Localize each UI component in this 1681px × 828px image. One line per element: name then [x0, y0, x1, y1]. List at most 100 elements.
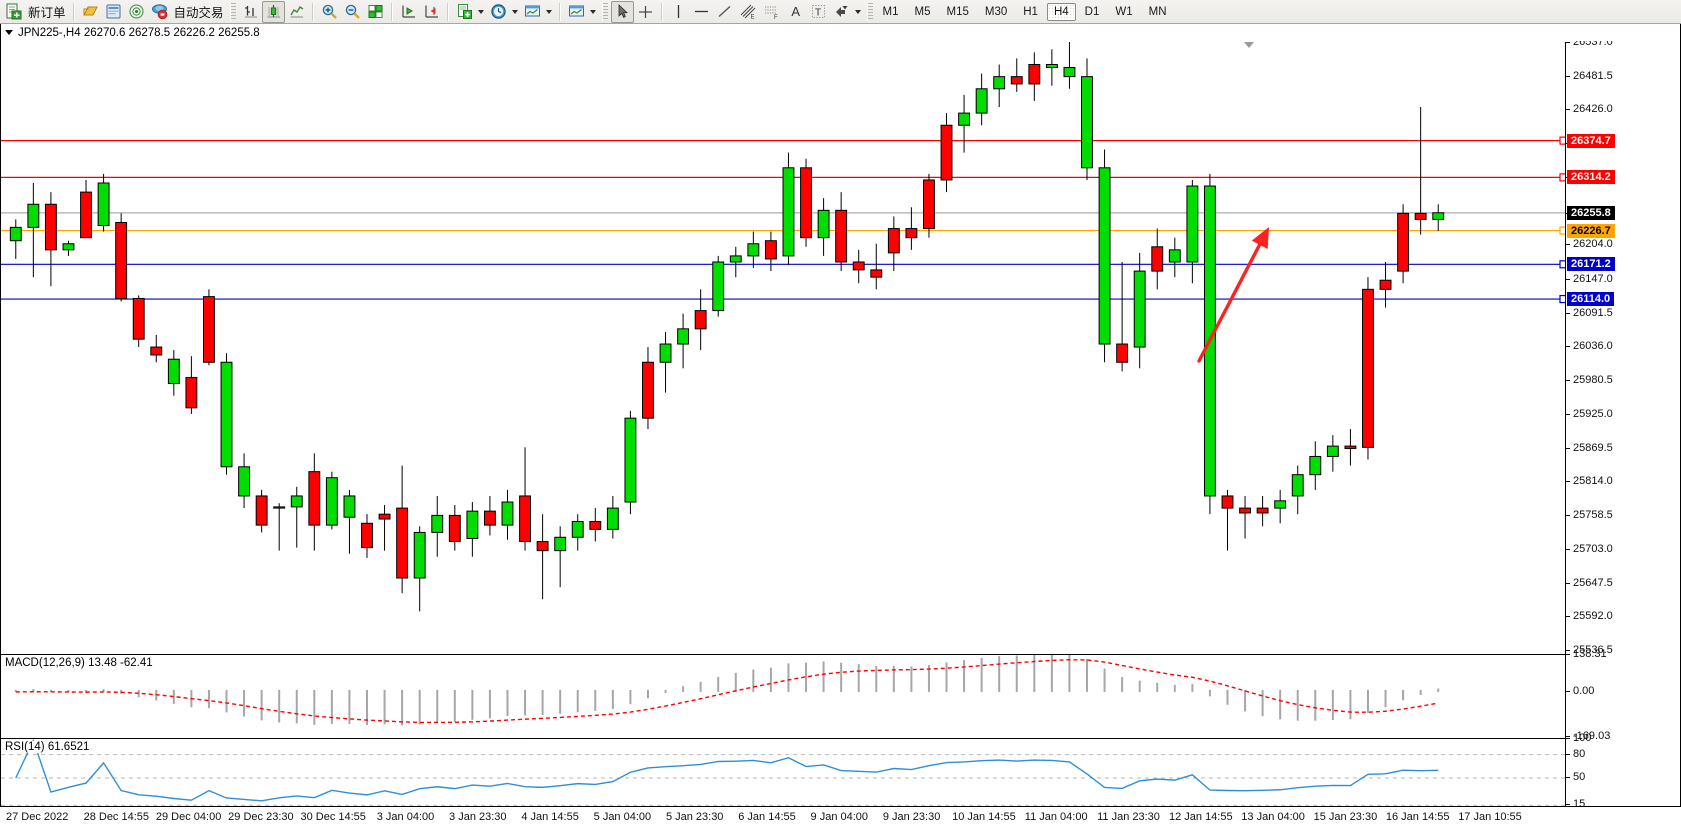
time-tick: 29 Dec 23:30	[228, 811, 294, 823]
rsi-plot[interactable]	[1, 739, 1567, 816]
period-button[interactable]	[487, 1, 521, 23]
timeframe-m5[interactable]: M5	[914, 5, 931, 18]
price-pane[interactable]	[1, 42, 1567, 650]
candlestick-svg	[1, 42, 1567, 612]
price-level-label-current[interactable]: 26255.8	[1567, 205, 1615, 220]
toolbar-grip[interactable]	[866, 2, 873, 21]
svg-text:A: A	[791, 4, 800, 19]
chevron-down-icon[interactable]	[545, 9, 552, 14]
time-tick: 9 Jan 23:30	[882, 811, 941, 823]
price-level-label-support[interactable]: 26171.2	[1567, 257, 1615, 272]
time-tick: 27 Dec 2022	[6, 811, 69, 823]
price-tick: 25647.5	[1566, 577, 1613, 589]
price-level-label-support[interactable]: 26114.0	[1567, 292, 1615, 307]
shift-start-button[interactable]	[397, 1, 420, 23]
rsi-svg	[1, 739, 1567, 806]
price-tick: 26091.5	[1566, 307, 1613, 319]
shapes-tool-button[interactable]	[830, 1, 864, 23]
navigator-button[interactable]	[125, 1, 148, 23]
arrows-shapes-icon	[835, 6, 848, 17]
rsi-tick: 100	[1566, 732, 1591, 744]
trendline-tool-button[interactable]	[713, 1, 736, 23]
chevron-down-icon[interactable]	[589, 9, 596, 14]
fibonacci-channel-icon: E	[740, 4, 755, 20]
time-tick: 13 Jan 04:00	[1241, 811, 1305, 823]
timeframe-m30[interactable]: M30	[984, 5, 1008, 18]
time-tick: 10 Jan 14:55	[952, 811, 1016, 823]
timeframe-w1[interactable]: W1	[1115, 5, 1133, 18]
chevron-down-icon[interactable]	[511, 9, 518, 14]
timeframe-h4[interactable]: H4	[1046, 2, 1076, 21]
time-tick: 9 Jan 04:00	[810, 811, 869, 823]
scroll-position-marker[interactable]	[1244, 42, 1254, 48]
crosshair-tool-button[interactable]	[634, 1, 657, 23]
tile-windows-button[interactable]	[364, 1, 387, 23]
candlestick-chart-button[interactable]	[261, 0, 285, 23]
templates-button[interactable]	[521, 1, 555, 23]
cursor-arrow-icon	[618, 4, 628, 18]
timeframe-m1[interactable]: M1	[882, 5, 899, 18]
equidistant-channel-tool-button[interactable]: E	[736, 1, 760, 23]
price-level-label-resistance[interactable]: 26314.2	[1567, 170, 1615, 185]
symbol-info-bar: JPN225-,H4 26270.6 26278.5 26226.2 26255…	[1, 24, 1680, 41]
zoom-in-button[interactable]	[318, 1, 341, 23]
price-tick: 26426.0	[1566, 103, 1613, 115]
clock-icon	[490, 4, 506, 19]
price-tick: 25758.5	[1566, 509, 1613, 521]
price-tick: 25980.5	[1566, 374, 1613, 386]
timeframe-h1[interactable]: H1	[1023, 5, 1038, 18]
zoom-out-button[interactable]	[341, 1, 364, 23]
macd-tick: -169.03	[1566, 730, 1610, 742]
new-order-button[interactable]: 新订单	[2, 1, 69, 23]
svg-text:T: T	[815, 8, 821, 19]
macd-plot[interactable]	[1, 655, 1567, 736]
trendline-icon	[718, 5, 731, 18]
chevron-down-icon[interactable]	[477, 9, 484, 14]
price-tick: 25814.0	[1566, 475, 1613, 487]
add-indicator-button[interactable]	[453, 1, 487, 23]
text-tool-button[interactable]: A	[784, 1, 807, 23]
candlestick-chart-icon	[267, 5, 280, 18]
macd-label: MACD(12,26,9) 13.48 -62.41	[5, 657, 156, 669]
market-watch-button[interactable]	[102, 1, 125, 23]
templates2-button[interactable]	[565, 1, 599, 23]
timeframe-d1[interactable]: D1	[1084, 5, 1100, 18]
time-tick: 16 Jan 14:55	[1385, 811, 1450, 823]
timeframe-m15[interactable]: M15	[946, 5, 969, 18]
price-level-label-resistance[interactable]: 26374.7	[1567, 133, 1615, 148]
time-tick: 30 Dec 14:55	[300, 811, 366, 823]
chevron-down-icon[interactable]	[854, 9, 861, 14]
chart-menu-caret-icon[interactable]	[5, 30, 13, 35]
toolbar-grip[interactable]	[601, 2, 608, 21]
rsi-pane[interactable]: RSI(14) 61.6521	[1, 738, 1567, 816]
line-chart-button[interactable]	[285, 1, 308, 23]
horizontal-line-tool-button[interactable]	[690, 1, 713, 23]
price-tick: 26147.0	[1566, 273, 1613, 285]
charts-button[interactable]	[79, 1, 102, 23]
macd-pane[interactable]: MACD(12,26,9) 13.48 -62.41	[1, 654, 1567, 736]
time-tick: 11 Jan 04:00	[1024, 811, 1088, 823]
template-icon	[524, 5, 540, 17]
bar-chart-button[interactable]	[239, 1, 262, 23]
auto-scroll-button[interactable]	[420, 1, 443, 23]
price-level-label-pending[interactable]: 26226.7	[1567, 223, 1615, 238]
market-watch-icon	[106, 4, 121, 19]
time-axis[interactable]: 27 Dec 2022 28 Dec 14:55 29 Dec 04:00 29 De…	[0, 806, 1681, 828]
macd-tick: 0.00	[1566, 685, 1594, 697]
price-plot[interactable]	[1, 42, 1567, 650]
text-label-tool-button[interactable]: T	[807, 1, 830, 23]
horizontal-line-icon	[694, 10, 708, 13]
toolbar-grip[interactable]	[229, 2, 236, 21]
time-tick: 5 Jan 04:00	[593, 811, 652, 823]
new-order-label: 新订单	[28, 6, 66, 20]
autotrading-button[interactable]: 自动交易	[148, 1, 227, 23]
cursor-tool-button[interactable]	[610, 0, 634, 23]
price-axis[interactable]: 26537.026481.526426.026370.526314.226255…	[1565, 36, 1680, 822]
macd-svg	[14, 655, 1440, 726]
zoom-in-icon	[322, 4, 337, 19]
timeframe-mn[interactable]: MN	[1148, 5, 1167, 18]
vertical-line-tool-button[interactable]	[667, 1, 690, 23]
time-tick: 11 Jan 23:30	[1097, 811, 1160, 823]
time-tick: 6 Jan 14:55	[738, 811, 796, 823]
fibonacci-tool-button[interactable]: F	[760, 1, 784, 23]
